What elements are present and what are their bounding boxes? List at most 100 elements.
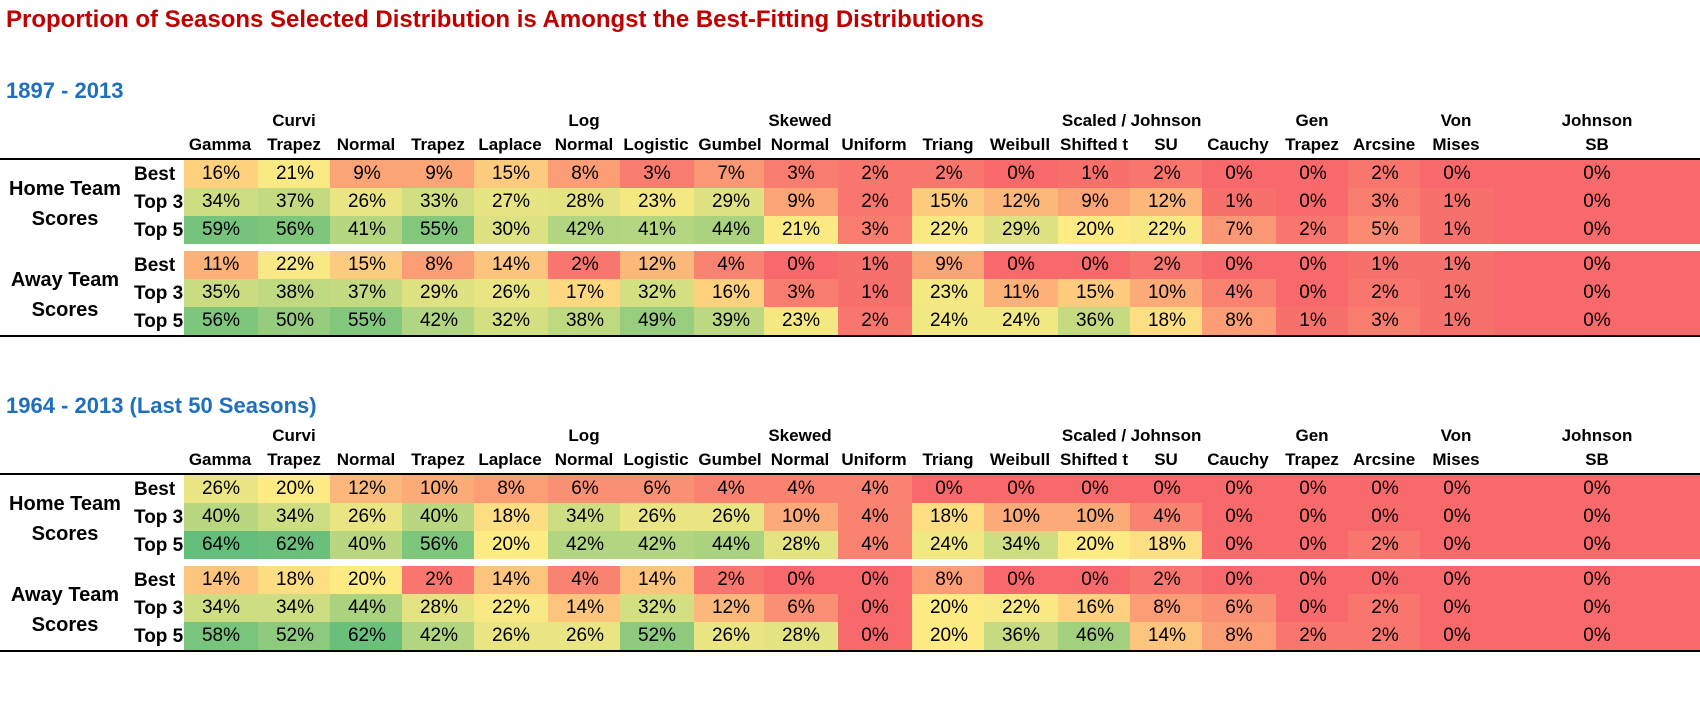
heatmap-cell: 0%: [984, 160, 1058, 188]
heatmap-cell: 1%: [838, 251, 912, 279]
heatmap-cell: 0%: [1494, 622, 1700, 650]
heatmap-cell: 2%: [912, 160, 986, 188]
heatmap-cell: 12%: [330, 475, 404, 503]
table-bottom-rule: [0, 335, 1700, 337]
row-label: Top 3: [134, 283, 184, 304]
column-header-line1: Gen: [1295, 111, 1329, 130]
column-header-line2: Normal: [554, 135, 614, 154]
heatmap-cell: 0%: [1276, 160, 1350, 188]
group-label: Home Team Scores: [0, 489, 130, 549]
heatmap-cell: 34%: [548, 503, 622, 531]
heatmap-cell: 26%: [474, 279, 548, 307]
heatmap-cell: 26%: [694, 622, 768, 650]
group-label: Away Team Scores: [0, 265, 130, 325]
heatmap-cell: 17%: [548, 279, 622, 307]
row-label: Top 3: [134, 192, 184, 213]
heatmap-cell: 0%: [1058, 566, 1132, 594]
heatmap-cell: 42%: [620, 531, 694, 559]
heatmap-cell: 46%: [1058, 622, 1132, 650]
heatmap-cell: 20%: [1058, 531, 1132, 559]
column-header-line1: Curvi: [272, 426, 316, 445]
heatmap-cell: 0%: [984, 566, 1058, 594]
heatmap-cell: 6%: [548, 475, 622, 503]
heatmap-cell: 0%: [1420, 622, 1494, 650]
heatmap-cell: 0%: [1494, 503, 1700, 531]
row-label: Top 3: [134, 598, 184, 619]
row-label: Top 3: [134, 507, 184, 528]
column-header-line1: Skewed: [768, 111, 832, 130]
row-label: Top 5: [134, 311, 184, 332]
column-header-line2: Trapez: [267, 135, 321, 154]
heatmap-cell: 4%: [1130, 503, 1204, 531]
heatmap-cell: 0%: [1130, 475, 1204, 503]
heatmap-cell: 16%: [1058, 594, 1132, 622]
heatmap-cell: 1%: [1420, 251, 1494, 279]
heatmap-cell: 42%: [548, 216, 622, 244]
column-header-line1: Scaled /: [1061, 111, 1127, 130]
heatmap-cell: 0%: [984, 475, 1058, 503]
heatmap-cell: 16%: [184, 160, 258, 188]
heatmap-cell: 8%: [1130, 594, 1204, 622]
column-header-line2: Normal: [554, 450, 614, 469]
heatmap-cell: 2%: [1276, 216, 1350, 244]
heatmap-cell: 56%: [402, 531, 476, 559]
heatmap-cell: 9%: [402, 160, 476, 188]
column-header-line1: Skewed: [768, 426, 832, 445]
heatmap-cell: 7%: [1202, 216, 1276, 244]
heatmap-cell: 35%: [184, 279, 258, 307]
heatmap-cell: 8%: [402, 251, 476, 279]
heatmap-cell: 18%: [912, 503, 986, 531]
group-label-line1: Away Team: [10, 269, 120, 291]
column-header-line2: Uniform: [841, 450, 907, 469]
heatmap-cell: 62%: [330, 622, 404, 650]
chart-title: Proportion of Seasons Selected Distribut…: [6, 6, 984, 33]
heatmap-cell: 23%: [620, 188, 694, 216]
heatmap-cell: 4%: [838, 475, 912, 503]
heatmap-cell: 42%: [548, 531, 622, 559]
column-header-line1: Von: [1440, 426, 1472, 445]
heatmap-cell: 10%: [1058, 503, 1132, 531]
heatmap-cell: 59%: [184, 216, 258, 244]
column-header-line2: Trapez: [411, 135, 465, 154]
heatmap-cell: 0%: [838, 594, 912, 622]
row-label: Best: [134, 570, 176, 591]
heatmap-cell: 0%: [838, 622, 912, 650]
heatmap-cell: 0%: [1202, 475, 1276, 503]
heatmap-cell: 34%: [984, 531, 1058, 559]
group-label-line1: Home Team: [9, 178, 121, 200]
heatmap-cell: 20%: [1058, 216, 1132, 244]
section-title: 1964 - 2013 (Last 50 Seasons): [6, 393, 317, 418]
heatmap-cell: 39%: [694, 307, 768, 335]
column-header-line2: Gumbel: [698, 450, 762, 469]
heatmap-cell: 0%: [1202, 251, 1276, 279]
heatmap-cell: 1%: [1420, 279, 1494, 307]
heatmap-cell: 8%: [1202, 307, 1276, 335]
column-header-line2: SU: [1154, 135, 1178, 154]
heatmap-cell: 12%: [694, 594, 768, 622]
heatmap-cell: 26%: [548, 622, 622, 650]
heatmap-cell: 6%: [764, 594, 838, 622]
section-title: 1897 - 2013: [6, 78, 124, 103]
heatmap-cell: 16%: [694, 279, 768, 307]
row-label: Top 5: [134, 626, 184, 647]
heatmap-cell: 41%: [330, 216, 404, 244]
heatmap-cell: 22%: [1130, 216, 1204, 244]
group-rule: [0, 244, 1700, 251]
heatmap-cell: 0%: [1276, 188, 1350, 216]
heatmap-cell: 4%: [694, 475, 768, 503]
heatmap-cell: 3%: [764, 279, 838, 307]
heatmap-cell: 12%: [620, 251, 694, 279]
heatmap-cell: 14%: [184, 566, 258, 594]
row-label: Top 5: [134, 535, 184, 556]
column-header-line2: Triang: [922, 135, 974, 154]
heatmap-cell: 2%: [1348, 531, 1422, 559]
heatmap-cell: 8%: [912, 566, 986, 594]
heatmap-cell: 28%: [764, 622, 838, 650]
heatmap-cell: 15%: [474, 160, 548, 188]
heatmap-cell: 0%: [984, 251, 1058, 279]
row-label: Top 5: [134, 220, 184, 241]
heatmap-cell: 30%: [474, 216, 548, 244]
heatmap-cell: 0%: [1058, 475, 1132, 503]
heatmap-cell: 0%: [764, 251, 838, 279]
heatmap-cell: 14%: [474, 566, 548, 594]
